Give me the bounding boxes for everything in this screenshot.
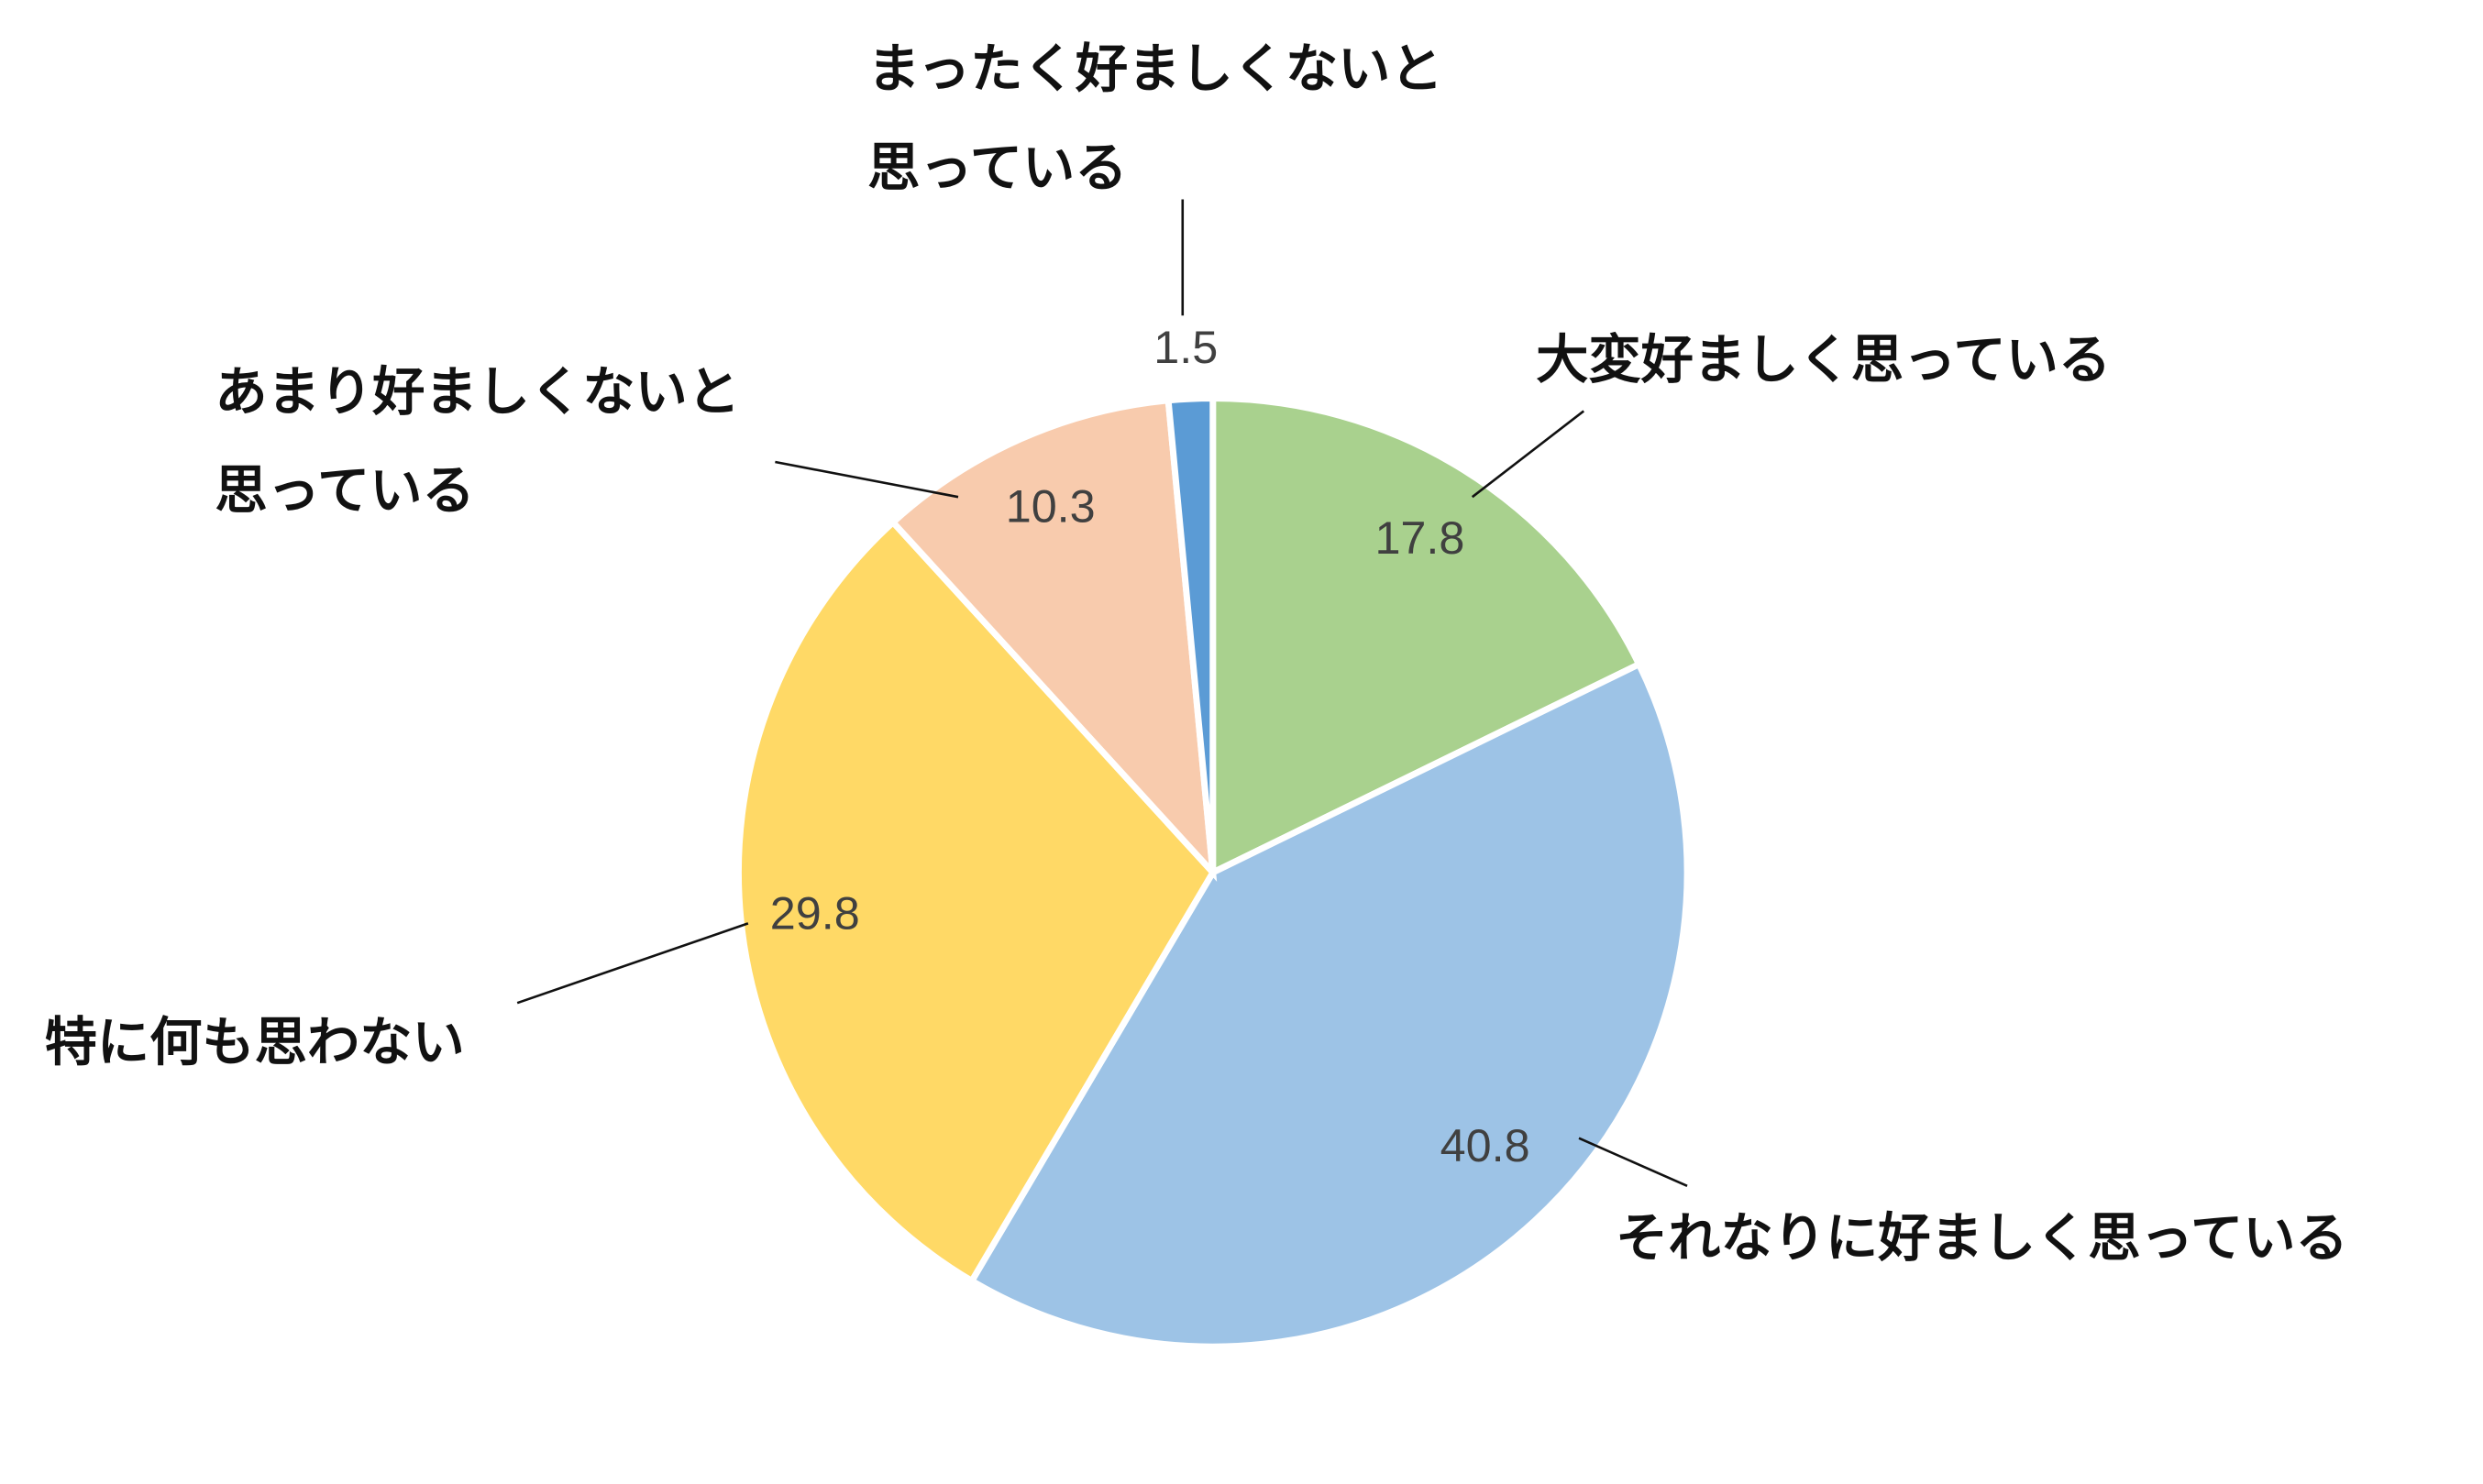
pie-slice <box>734 517 1218 1286</box>
leader-line <box>1471 410 1585 499</box>
data-label: 1.5 <box>1153 321 1218 373</box>
leader-line <box>516 922 749 1005</box>
pie-slice <box>888 397 1218 882</box>
category-label: それなりに好ましく思っている <box>1616 1207 2348 1269</box>
pie-slice <box>1164 395 1217 874</box>
pie-slice <box>967 660 1691 1350</box>
data-label: 17.8 <box>1374 511 1464 564</box>
leader-line <box>775 460 959 499</box>
pie-slice <box>1209 395 1644 878</box>
data-label: 40.8 <box>1440 1119 1530 1171</box>
leader-line <box>1578 1137 1688 1188</box>
category-label: まったく好ましくないと思っている <box>867 38 1443 198</box>
data-label: 29.8 <box>770 887 860 940</box>
category-label: 特に何も思わない <box>45 1012 465 1073</box>
category-label: あまり好ましくないと思っている <box>215 361 740 522</box>
category-label: 大変好ましく思っている <box>1536 329 2111 390</box>
data-label: 10.3 <box>1006 479 1096 532</box>
